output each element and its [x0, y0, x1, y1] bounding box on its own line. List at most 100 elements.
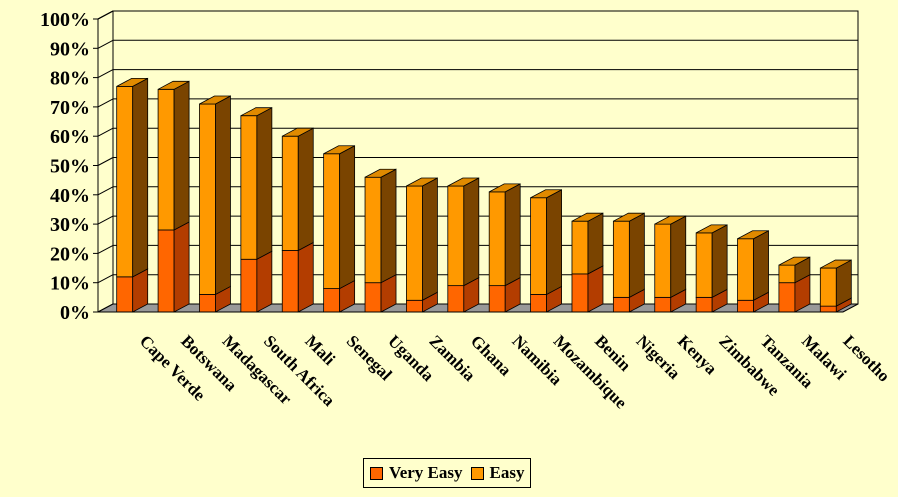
y-tick-label-7: 70%	[50, 97, 90, 119]
y-tick-label-6: 60%	[50, 126, 90, 148]
bar-top-malawi	[778, 256, 811, 266]
bar-side-south-africa-very-easy	[256, 250, 273, 313]
y-tick-label-0: 0%	[60, 302, 90, 324]
bar-tanzania-easy	[737, 238, 754, 301]
bar-top-cape-verde	[116, 77, 148, 87]
bar-top-kenya	[654, 215, 686, 225]
y-tick-label-1: 10%	[50, 273, 90, 295]
bar-side-madagascar-easy	[215, 95, 231, 296]
bar-side-tanzania-easy	[753, 230, 769, 301]
side-gridline-1	[97, 274, 114, 284]
bar-side-mali-easy	[297, 127, 314, 252]
bar-side-zambia-easy	[422, 177, 438, 301]
bar-top-mali	[282, 127, 314, 137]
legend-label-very-easy: Very Easy	[389, 463, 463, 482]
bar-side-botswana-very-easy	[173, 221, 190, 313]
bar-mali-easy	[281, 135, 299, 251]
bar-top-uganda	[364, 168, 397, 178]
bar-malawi-very-easy	[778, 282, 796, 313]
bar-side-kenya-easy	[670, 215, 687, 299]
bar-top-ghana	[447, 177, 479, 187]
bar-side-namibia-easy	[504, 183, 521, 287]
bar-top-lesotho	[820, 259, 852, 269]
x-tick-label-senegal: Senegal	[343, 331, 396, 384]
x-tick-label-lesotho: Lesotho	[839, 331, 893, 385]
bar-uganda-easy	[364, 176, 382, 284]
bar-benin-easy	[571, 220, 589, 275]
legend-label-easy: Easy	[489, 463, 525, 482]
bar-top-botswana	[157, 80, 190, 90]
bar-zimbabwe-very-easy	[695, 296, 713, 313]
bar-mozambique-easy	[530, 197, 547, 295]
bar-side-mozambique-easy	[546, 189, 562, 296]
bar-zambia-easy	[406, 185, 423, 301]
bar-side-zimbabwe-easy	[711, 224, 728, 299]
side-gridline-7	[97, 98, 114, 108]
bar-lesotho-very-easy	[819, 305, 837, 313]
bar-side-mali-very-easy	[297, 241, 314, 313]
bar-top-zambia	[406, 177, 438, 187]
bar-zambia-very-easy	[406, 299, 423, 313]
bar-side-botswana-easy	[173, 80, 190, 231]
bar-zimbabwe-easy	[695, 232, 713, 298]
bar-madagascar-very-easy	[199, 294, 216, 313]
bar-top-namibia	[489, 183, 521, 193]
legend-swatch-very-easy	[370, 466, 383, 480]
bar-south-africa-easy	[240, 115, 258, 260]
side-gridline-4	[97, 186, 114, 196]
y-tick-label-4: 40%	[50, 185, 90, 207]
side-gridline-8	[97, 69, 114, 79]
bar-kenya-very-easy	[654, 296, 672, 313]
bar-malawi-easy	[778, 264, 796, 284]
bar-namibia-very-easy	[488, 285, 506, 313]
y-tick-label-9: 90%	[50, 38, 90, 60]
wall-top-edge	[97, 10, 114, 20]
bar-ghana-very-easy	[447, 285, 465, 313]
bar-side-senegal-easy	[339, 145, 356, 290]
bar-top-south-africa	[240, 107, 273, 117]
bar-side-nigeria-easy	[628, 212, 645, 299]
legend-item-easy: Easy	[470, 463, 525, 483]
bar-side-uganda-easy	[380, 168, 397, 284]
legend: Very Easy Easy	[363, 458, 532, 488]
bar-madagascar-easy	[199, 103, 216, 295]
bar-senegal-very-easy	[323, 288, 341, 313]
y-tick-label-3: 30%	[50, 214, 90, 236]
y-tick-label-2: 20%	[50, 243, 90, 265]
bar-namibia-easy	[488, 191, 506, 287]
bar-top-zimbabwe	[695, 224, 728, 234]
side-gridline-5	[97, 157, 114, 166]
y-tick-label-8: 80%	[50, 68, 90, 90]
bar-side-cape-verde-easy	[132, 77, 149, 278]
bar-mozambique-very-easy	[530, 294, 547, 313]
bar-mali-very-easy	[281, 250, 299, 313]
bar-top-nigeria	[613, 212, 645, 222]
y-tick-label-10: 100%	[40, 9, 90, 31]
bar-side-benin-easy	[587, 212, 604, 275]
y-tick-label-5: 50%	[50, 156, 90, 178]
bar-ghana-easy	[447, 185, 465, 287]
bar-side-ghana-easy	[463, 177, 480, 287]
bar-cape-verde-easy	[116, 85, 134, 278]
legend-swatch-easy	[470, 466, 484, 480]
bar-tanzania-very-easy	[737, 299, 754, 313]
legend-item-very-easy: Very Easy	[370, 463, 463, 483]
bar-nigeria-very-easy	[612, 296, 630, 313]
x-tick-label-nigeria: Nigeria	[633, 331, 685, 383]
bar-cape-verde-very-easy	[116, 276, 134, 313]
bar-uganda-very-easy	[364, 282, 382, 313]
bar-south-africa-very-easy	[240, 258, 258, 313]
bar-top-mozambique	[530, 189, 562, 199]
bar-top-madagascar	[199, 95, 231, 105]
bar-top-senegal	[323, 145, 355, 155]
bar-top-tanzania	[737, 230, 769, 240]
bar-benin-very-easy	[571, 273, 589, 313]
bar-lesotho-easy	[819, 267, 837, 307]
bar-botswana-easy	[157, 88, 175, 231]
bar-senegal-easy	[323, 153, 341, 289]
bar-botswana-very-easy	[157, 229, 175, 313]
bar-kenya-easy	[654, 223, 672, 298]
bar-top-benin	[571, 212, 604, 222]
